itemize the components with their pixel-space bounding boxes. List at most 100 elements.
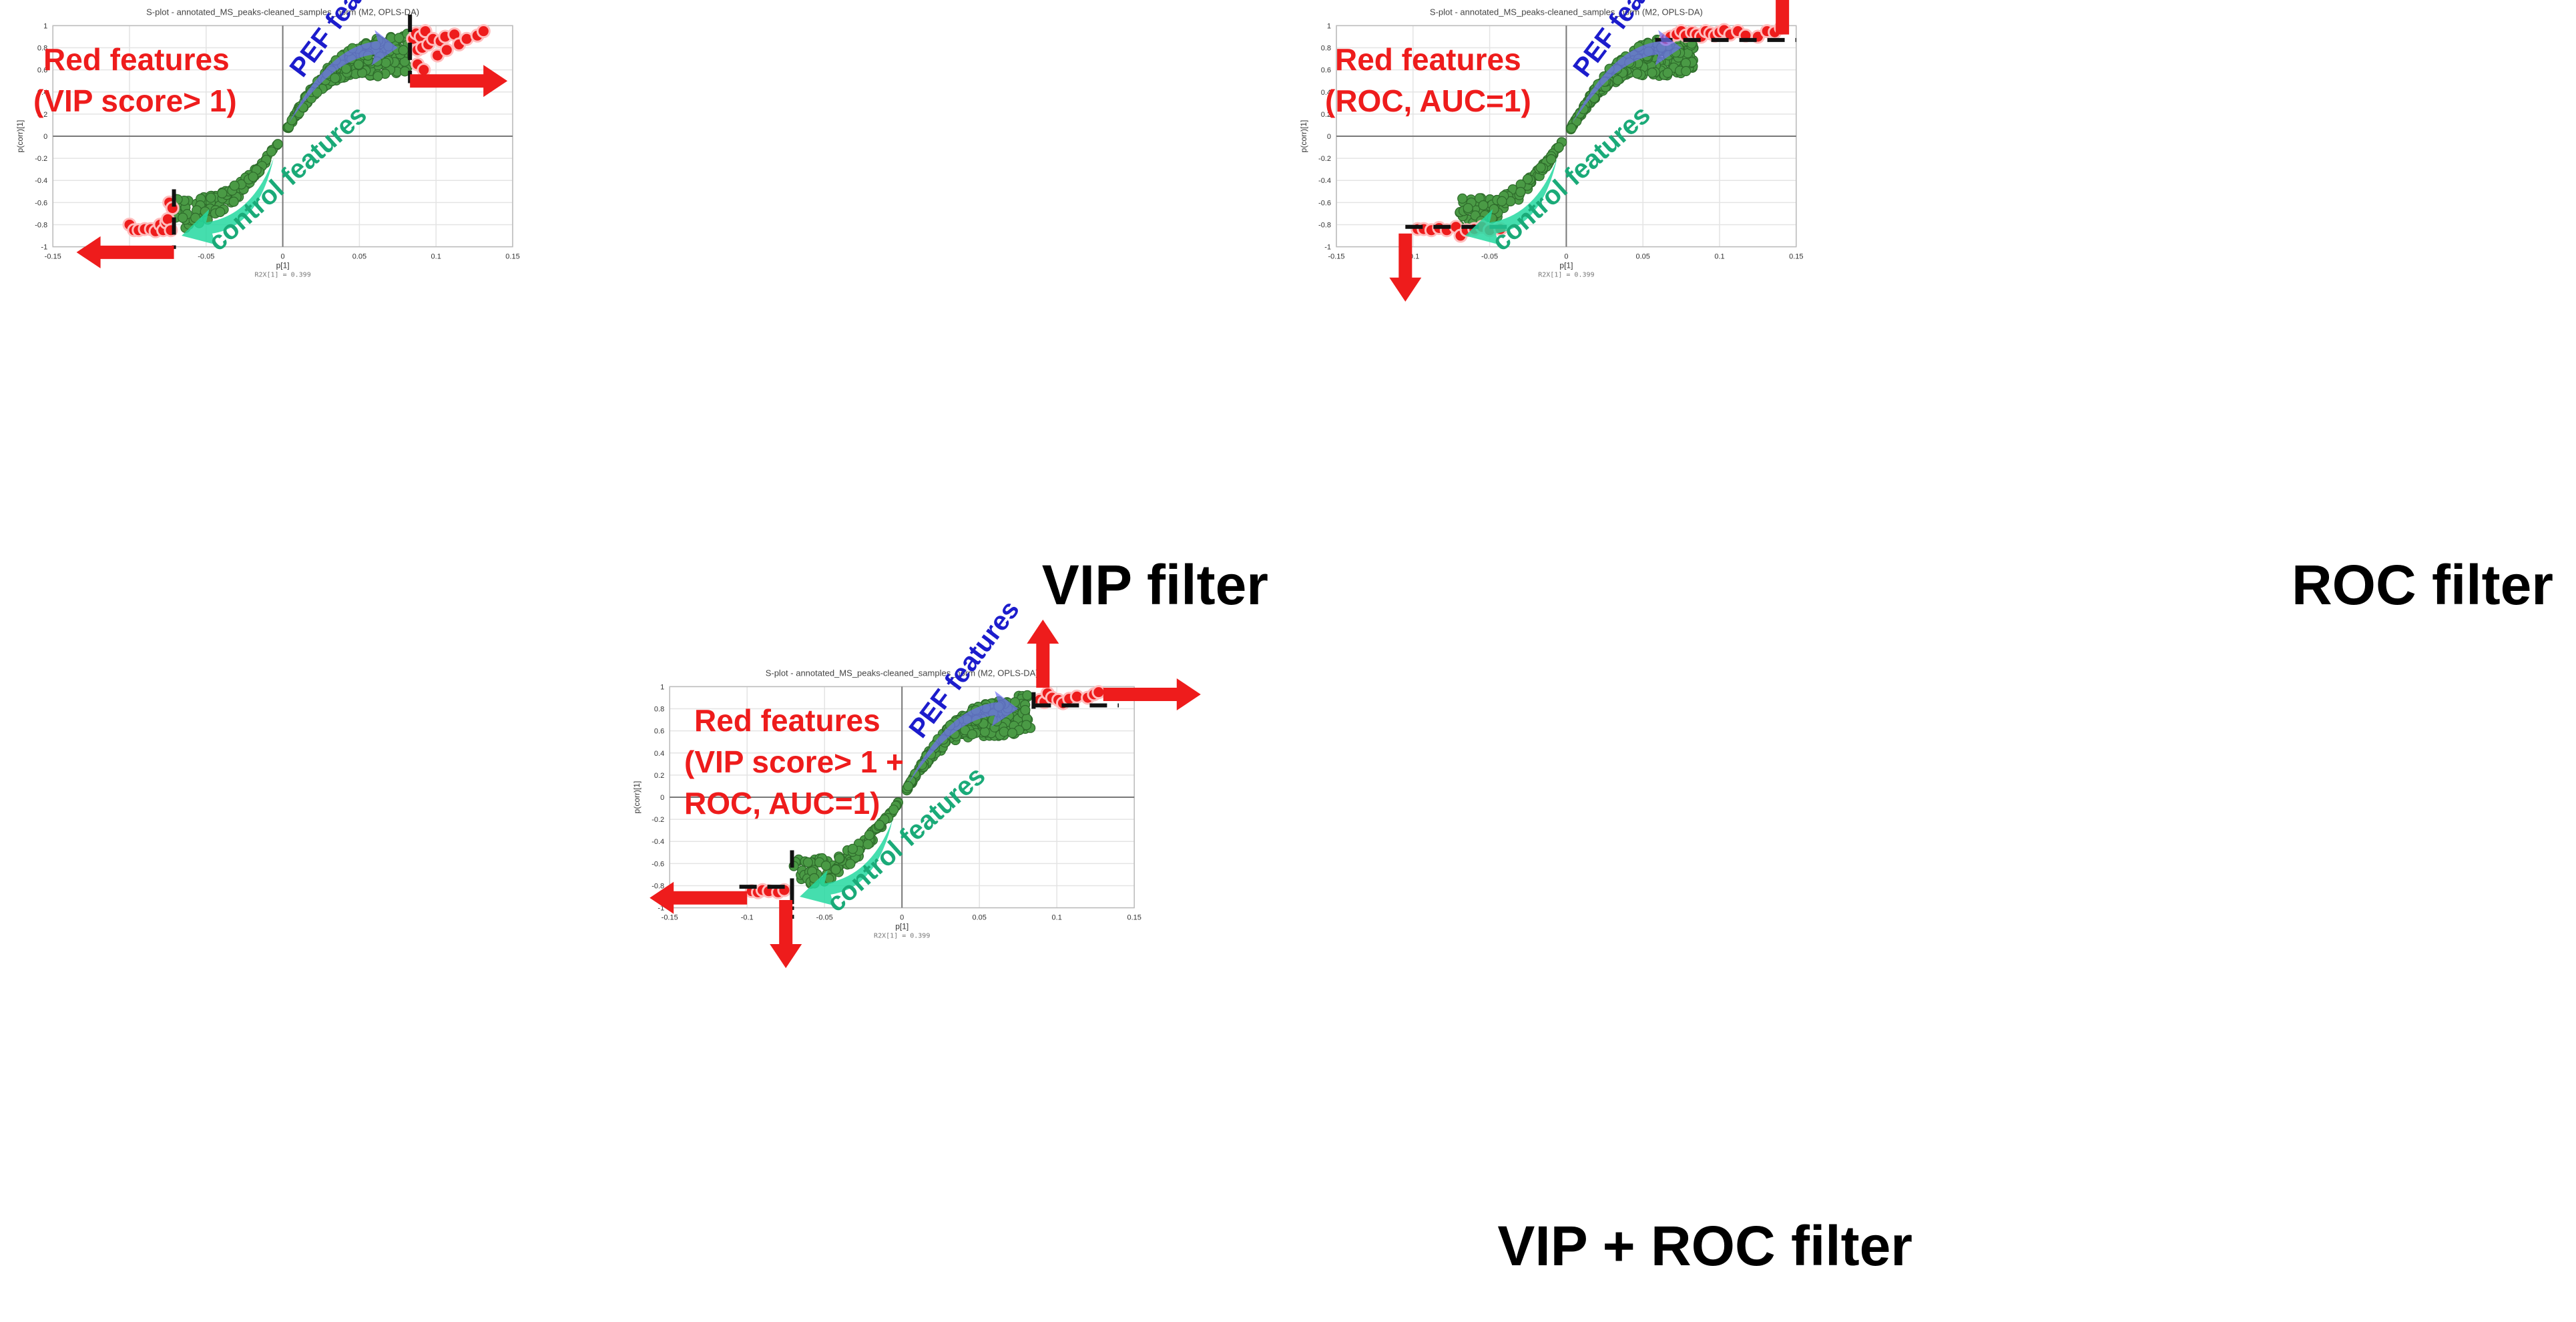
direction-arrow-down — [770, 900, 802, 969]
feature-point — [809, 873, 820, 884]
y-tick-label: -0.2 — [35, 155, 47, 163]
y-tick-label: 1 — [660, 683, 664, 691]
feature-point — [1515, 186, 1526, 198]
red-feature-point — [1091, 685, 1106, 700]
filter-title: ROC filter — [2292, 554, 2553, 616]
x-tick-label: -0.05 — [1481, 253, 1498, 261]
y-tick-label: -0.8 — [1318, 221, 1331, 229]
red-features-label: Red features — [1335, 42, 1521, 77]
y-tick-label: 1 — [43, 22, 47, 30]
y-tick-label: -0.6 — [35, 199, 47, 207]
y-tick-label: 0.4 — [1321, 89, 1331, 97]
feature-point — [1566, 123, 1577, 134]
control-arrow — [182, 158, 274, 245]
pef-arrow — [288, 30, 398, 124]
x-tick-label: 0.15 — [1127, 914, 1141, 922]
direction-arrow-up — [1776, 0, 1790, 35]
roc-s-plot: S-plot - annotated_MS_peaks-cleaned_samp… — [1299, 0, 2553, 616]
x-axis-label: p[1] — [276, 261, 290, 270]
y-tick-label: 0 — [43, 133, 47, 141]
feature-point — [228, 196, 239, 207]
feature-point — [1647, 67, 1657, 78]
y-tick-label: -0.2 — [652, 816, 664, 824]
feature-point — [1631, 68, 1643, 79]
feature-point — [286, 115, 297, 126]
feature-point — [1535, 162, 1546, 173]
y-tick-label: 0.4 — [654, 750, 664, 758]
feature-point — [229, 180, 240, 191]
feature-point — [266, 146, 277, 157]
red-features-label: (ROC, AUC=1) — [1325, 83, 1531, 118]
control-arrow — [1465, 158, 1557, 245]
feature-point — [272, 139, 283, 150]
y-tick-label: 0.2 — [1321, 111, 1331, 119]
direction-arrow-up — [1027, 620, 1059, 688]
feature-point — [999, 726, 1009, 737]
direction-arrow-right — [1103, 678, 1201, 710]
x-axis-label: p[1] — [895, 922, 909, 931]
plot-title: S-plot - annotated_MS_peaks-cleaned_samp… — [766, 668, 1039, 678]
y-tick-label: 0 — [1327, 133, 1331, 141]
y-tick-label: -0.8 — [35, 221, 47, 229]
x-tick-label: -0.05 — [198, 253, 214, 261]
x-tick-label: 0.15 — [1789, 253, 1803, 261]
direction-arrow-down — [1389, 233, 1422, 302]
x-tick-label: 0.1 — [1714, 253, 1724, 261]
vip-roc-s-plot: S-plot - annotated_MS_peaks-cleaned_samp… — [632, 596, 1912, 1277]
red-feature-point — [417, 63, 431, 77]
feature-point — [1007, 728, 1018, 738]
feature-point — [206, 192, 216, 203]
feature-point — [874, 819, 885, 831]
feature-point — [820, 860, 831, 871]
y-tick-label: -0.6 — [1318, 199, 1331, 207]
y-tick-label: 0.6 — [37, 67, 47, 75]
direction-arrow-right — [410, 65, 508, 97]
y-tick-label: 1 — [1327, 22, 1331, 30]
x-tick-label: -0.15 — [1328, 253, 1344, 261]
feature-point — [888, 805, 899, 815]
y-tick-label: -0.6 — [652, 860, 664, 868]
roc-filter-panel: S-plot - annotated_MS_peaks-cleaned_samp… — [1288, 0, 2576, 661]
feature-point — [1022, 690, 1033, 700]
feature-point — [1546, 154, 1557, 165]
y-tick-label: 0.8 — [1321, 45, 1331, 53]
x-tick-label: 0 — [281, 253, 285, 261]
y-tick-label: -1 — [1324, 244, 1331, 252]
feature-point — [340, 63, 352, 74]
feature-point — [215, 206, 226, 218]
red-features-label: Red features — [43, 42, 230, 77]
control-arrow — [800, 819, 893, 906]
y-tick-label: -0.8 — [652, 882, 664, 890]
y-tick-label: 0.2 — [654, 772, 664, 780]
feature-point — [862, 839, 873, 850]
direction-arrow-left — [76, 236, 174, 268]
feature-point — [1478, 200, 1489, 211]
feature-point — [979, 726, 990, 737]
y-tick-label: 0.2 — [37, 111, 47, 119]
x-axis-label: p[1] — [1559, 261, 1573, 270]
red-feature-point — [476, 24, 491, 39]
feature-point — [903, 781, 914, 792]
y-tick-label: -0.2 — [1318, 155, 1331, 163]
x-tick-label: 0 — [1564, 253, 1568, 261]
feature-point — [834, 853, 845, 864]
vip-filter-panel: S-plot - annotated_MS_peaks-cleaned_samp… — [0, 0, 1288, 661]
x-tick-label: 0.1 — [431, 253, 441, 261]
vip-s-plot: S-plot - annotated_MS_peaks-cleaned_samp… — [15, 0, 1268, 616]
feature-point — [372, 71, 383, 81]
r2x-label: R2X[1] = 0.399 — [874, 933, 930, 940]
plot-title: S-plot - annotated_MS_peaks-cleaned_samp… — [146, 7, 419, 17]
direction-arrow-left — [650, 881, 748, 914]
plot-title: S-plot - annotated_MS_peaks-cleaned_samp… — [1430, 7, 1703, 17]
x-tick-label: 0.1 — [1052, 914, 1062, 922]
feature-point — [312, 87, 322, 98]
feature-point — [1662, 67, 1673, 78]
feature-point — [398, 45, 409, 55]
pef-arrow — [908, 691, 1019, 785]
filter-title: VIP + ROC filter — [1497, 1215, 1912, 1277]
feature-point — [353, 59, 364, 70]
y-axis-label: p(corr)[1] — [15, 120, 25, 153]
y-tick-label: 0.6 — [654, 728, 664, 736]
red-features-label: Red features — [694, 703, 880, 738]
feature-point — [802, 857, 813, 868]
